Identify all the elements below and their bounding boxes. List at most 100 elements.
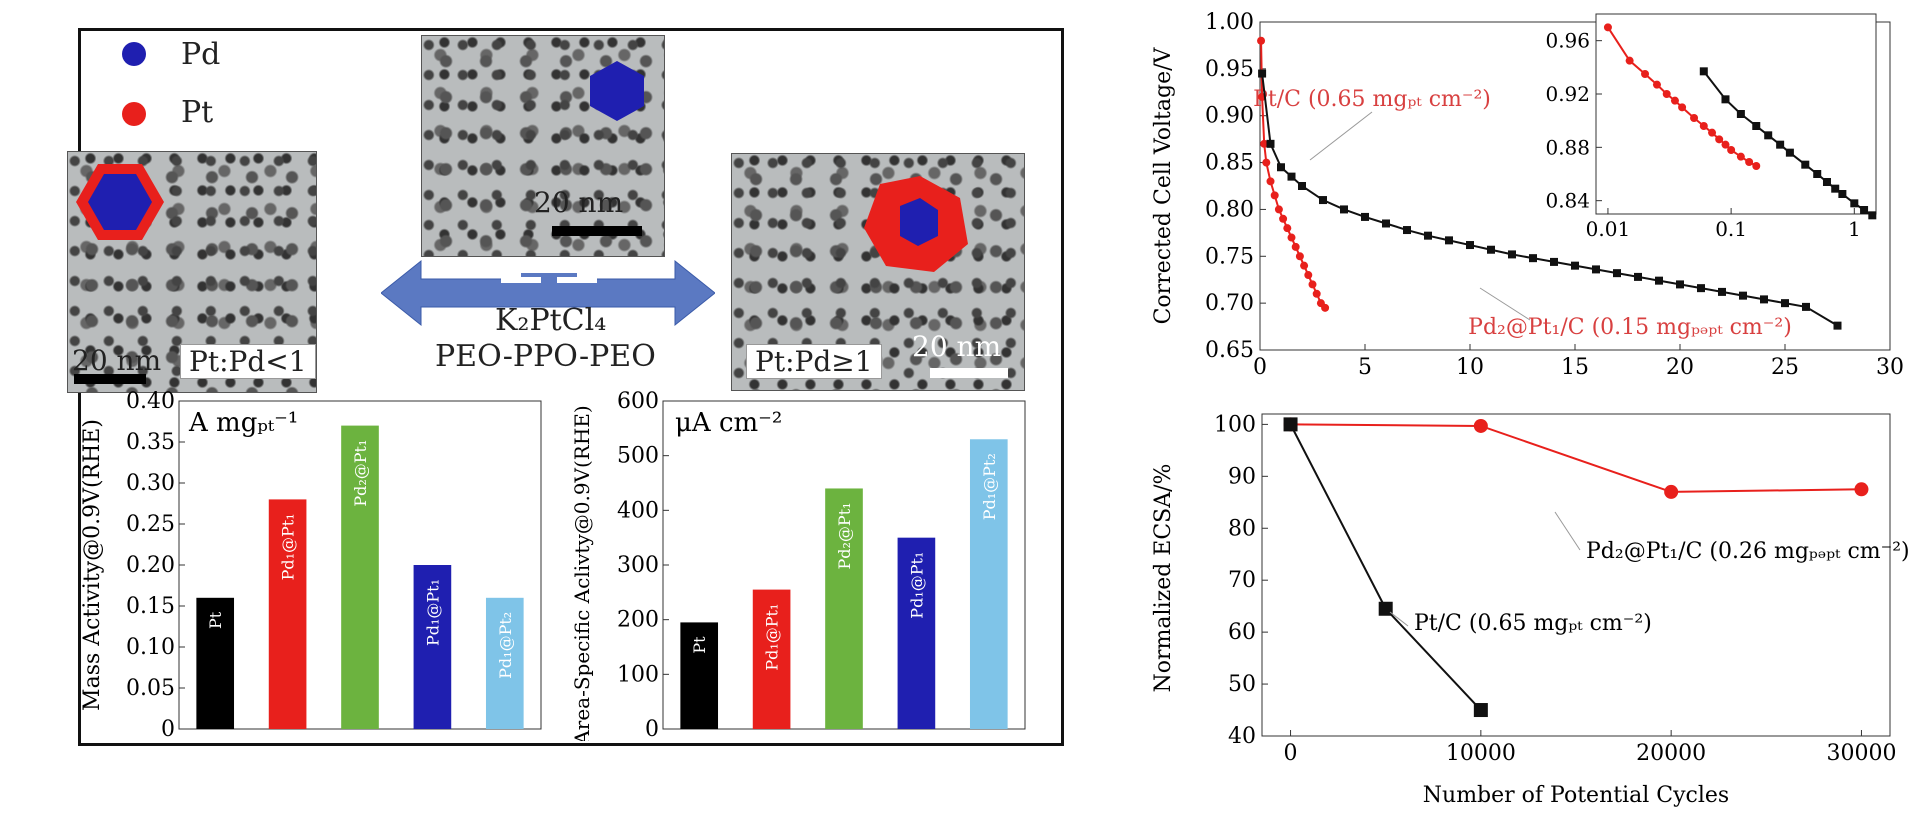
data-point [1473, 418, 1488, 433]
series-line [1607, 26, 1757, 167]
data-point [1868, 211, 1877, 220]
data-point [1304, 271, 1313, 280]
x-tick-label: 30000 [1826, 741, 1896, 766]
data-point [1752, 122, 1761, 130]
y-tick-label: 0 [645, 717, 659, 741]
y-tick-label: 0.84 [1545, 189, 1590, 213]
data-point [1283, 417, 1298, 432]
data-point [1860, 206, 1869, 214]
x-tick-label: 10000 [1446, 741, 1516, 766]
data-point [1277, 163, 1285, 172]
data-point [1279, 214, 1288, 223]
scale-bar [930, 368, 1008, 378]
scale-bar [74, 374, 146, 384]
y-tick-label: 0.65 [1205, 338, 1254, 363]
data-point [1664, 484, 1679, 499]
bar [485, 597, 524, 729]
y-axis-label: Normalized ECSA/% [1151, 464, 1176, 693]
bar-label: Pt [690, 636, 709, 654]
data-point [1662, 90, 1671, 98]
y-tick-label: 0.35 [126, 430, 175, 455]
bar-label: Pd₁@Pt₁ [907, 552, 926, 619]
pd-legend-label: Pd [181, 37, 221, 72]
pd-core-icon [590, 61, 644, 121]
y-tick-label: 300 [617, 553, 659, 578]
data-point [1736, 110, 1745, 118]
data-point [1266, 139, 1275, 148]
data-point [1424, 231, 1432, 240]
data-point [1802, 302, 1810, 311]
bar [825, 488, 863, 729]
data-point [1550, 257, 1558, 266]
area-activity-chart: Area-Specific Aclivty@0.9V(RHE) μA cm⁻² … [571, 391, 1026, 741]
series-line [1290, 423, 1862, 493]
data-point [1487, 245, 1495, 254]
plot-frame [1261, 413, 1891, 737]
y-axis-label: Area-Specific Aclivty@0.9V(RHE) [571, 405, 594, 741]
annotation-leader [1309, 111, 1373, 161]
y-tick-label: 0.80 [1205, 197, 1254, 222]
x-tick-label: 20000 [1636, 741, 1706, 766]
bar [268, 499, 307, 729]
y-tick-label: 0.96 [1545, 29, 1590, 53]
y-tick-label: 0.05 [126, 676, 175, 701]
y-tick-label: 0.75 [1205, 244, 1254, 269]
data-point [1838, 190, 1847, 198]
polarization-chart: Corrected Cell Voltage/V Pt/C (0.65 mgₚₜ… [1151, 10, 1904, 380]
data-point [1760, 295, 1768, 304]
data-point [1699, 122, 1708, 130]
data-point [1625, 56, 1634, 65]
data-point [1312, 289, 1321, 298]
series-label-pt: Pt/C (0.65 mgₚₜ cm⁻²) [1414, 611, 1652, 636]
data-point [1319, 196, 1327, 205]
y-tick-label: 0.90 [1205, 104, 1254, 129]
x-tick-label: 1 [1848, 217, 1861, 241]
data-point [1508, 250, 1516, 259]
data-point [1295, 252, 1304, 261]
data-point [1715, 135, 1724, 144]
data-point [1403, 226, 1411, 235]
x-tick-label: 10 [1456, 355, 1484, 380]
bar-label: Pd₁@Pt₁ [279, 513, 298, 580]
y-tick-label: 100 [617, 662, 659, 687]
data-point [1739, 291, 1747, 300]
pt-legend-marker [122, 102, 146, 126]
data-point [1361, 212, 1369, 221]
y-tick-label: 40 [1228, 724, 1256, 749]
bar-label: Pd₁@Pt₂ [496, 612, 515, 679]
data-point [1655, 276, 1663, 285]
series-label-pt: Pt/C (0.65 mgₚₜ cm⁻²) [1253, 87, 1491, 112]
core-shell-thick-icon [864, 176, 968, 272]
data-point [1262, 158, 1271, 167]
bar [413, 565, 452, 729]
y-tick-label: 0.10 [126, 635, 175, 660]
synthesis-arrow-icon [381, 259, 715, 327]
data-point [1260, 139, 1269, 148]
data-point [1603, 23, 1612, 32]
y-tick-label: 0.85 [1205, 151, 1254, 176]
y-tick-label: 50 [1228, 672, 1256, 697]
bar-label: Pd₁@Pt₂ [980, 453, 999, 520]
series-label-pdpt: Pd₂@Pt₁/C (0.26 mgₚₔₚₜ cm⁻²) [1586, 539, 1910, 564]
y-tick-label: 600 [617, 391, 659, 414]
scale-label: 20 nm [912, 330, 1002, 363]
data-point [1473, 703, 1488, 718]
data-point [1529, 254, 1537, 263]
data-point [1670, 96, 1679, 105]
y-tick-label: 0.15 [126, 594, 175, 619]
x-tick-label: 15 [1561, 355, 1589, 380]
y-axis-label: Corrected Cell Voltage/V [1151, 46, 1176, 324]
series-line [1289, 423, 1482, 711]
data-point [1676, 280, 1684, 289]
unit-label: A mgₚₜ⁻¹ [188, 408, 298, 438]
data-point [1592, 265, 1600, 274]
data-point [1641, 70, 1650, 78]
bar-label: Pd₁@Pt₁ [423, 579, 442, 646]
y-tick-label: 0.88 [1545, 135, 1590, 159]
y-axis-label: Mass Activity@0.9V(RHE) [81, 419, 105, 711]
data-point [1308, 280, 1317, 289]
y-tick-label: 0.25 [126, 512, 175, 537]
bar-label: Pd₂@Pt₁ [835, 502, 854, 569]
x-axis-label: Number of Potential Cycles [1423, 783, 1729, 808]
series-label-pdpt: Pd₂@Pt₁/C (0.15 mgₚₔₚₜ cm⁻²) [1468, 315, 1792, 340]
